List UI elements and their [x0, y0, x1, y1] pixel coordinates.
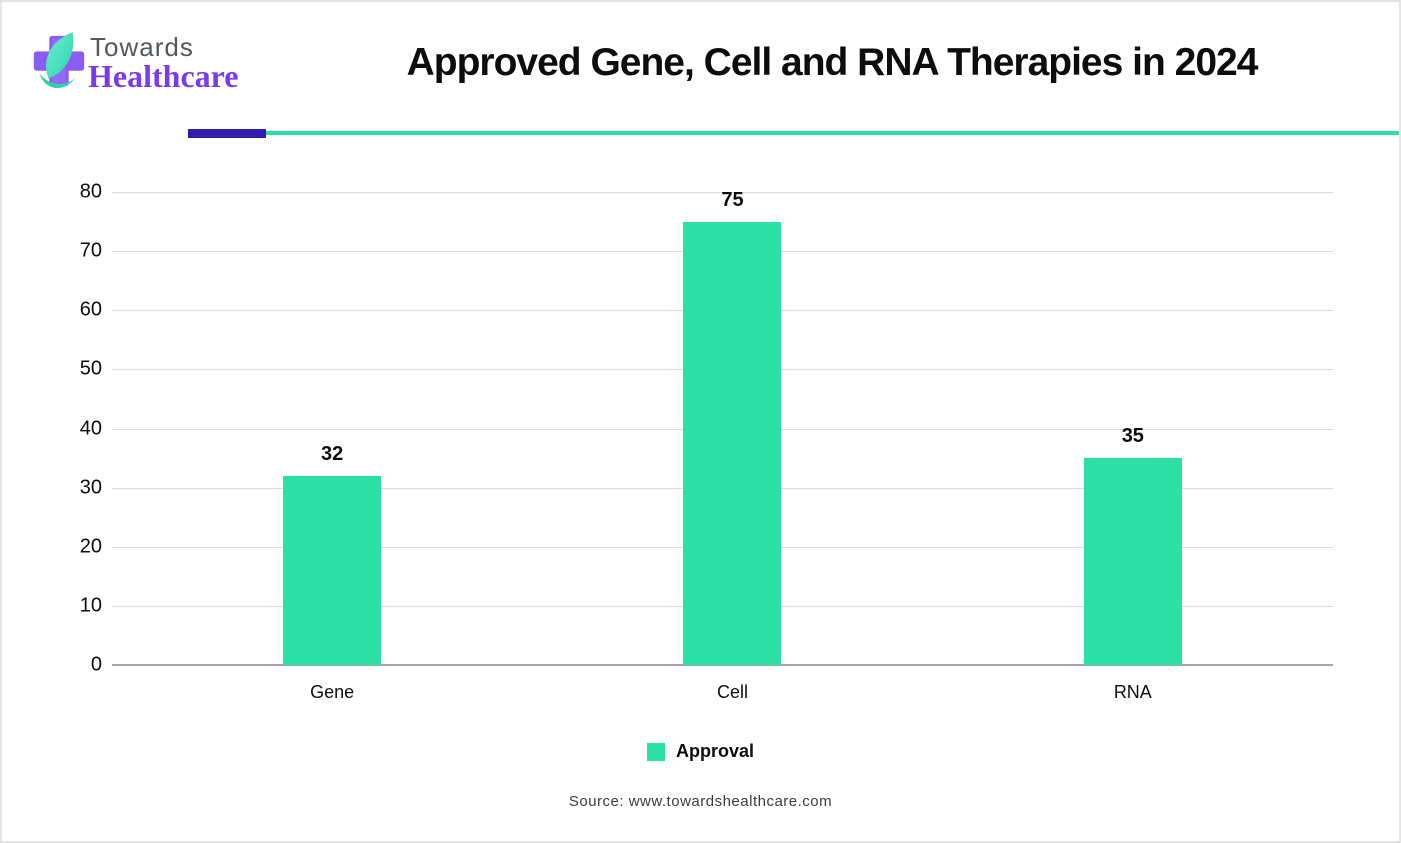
bar-rna — [1083, 458, 1182, 665]
bar-column-rna: 35 — [933, 192, 1333, 665]
brand-logo: Towards Healthcare — [26, 26, 276, 106]
x-axis-line — [112, 664, 1333, 666]
y-tick-label-40: 40 — [79, 417, 102, 439]
y-tick-label-0: 0 — [90, 653, 102, 676]
y-tick-label-10: 10 — [79, 594, 102, 617]
source-text: Source: www.towardshealthcare.com — [568, 793, 833, 810]
legend-swatch-approval — [646, 742, 665, 761]
brand-name-towards: Towards — [90, 32, 194, 62]
leaf-shape — [39, 31, 76, 89]
y-tick-label-20: 20 — [79, 535, 102, 558]
y-tick-label-70: 70 — [79, 239, 102, 262]
y-axis: 0 10 20 30 40 50 60 70 80 — [37, 181, 102, 676]
bar-value-label-rna: 35 — [1121, 425, 1144, 448]
divider-line — [266, 131, 1399, 135]
bar-cell — [683, 221, 782, 665]
divider-accent-bar — [188, 129, 266, 138]
gridline-80 — [112, 192, 1333, 193]
category-label-cell: Cell — [716, 682, 748, 702]
bar-gene — [283, 475, 382, 665]
category-label-gene: Gene — [310, 682, 355, 702]
y-tick-label-50: 50 — [79, 357, 102, 380]
chart-title: Approved Gene, Cell and RNA Therapies in… — [406, 41, 1259, 84]
legend-label-approval: Approval — [675, 741, 754, 761]
y-tick-label-60: 60 — [79, 298, 102, 321]
legend: Approval — [2, 741, 1399, 762]
bar-value-label-cell: 75 — [721, 188, 744, 211]
brand-name-healthcare: Healthcare — [88, 58, 239, 94]
y-tick-label-30: 30 — [79, 476, 102, 499]
bar-column-gene: 32 — [132, 192, 532, 665]
cross-leaf-logo-icon — [33, 31, 85, 89]
x-axis-labels: Gene Cell RNA — [132, 682, 1333, 703]
y-tick-label-80: 80 — [79, 180, 102, 203]
bar-column-cell: 75 — [532, 188, 932, 665]
category-label-rna: RNA — [1113, 682, 1152, 702]
bars-row: 32 75 35 — [132, 188, 1333, 665]
bar-value-label-gene: 32 — [321, 442, 344, 465]
